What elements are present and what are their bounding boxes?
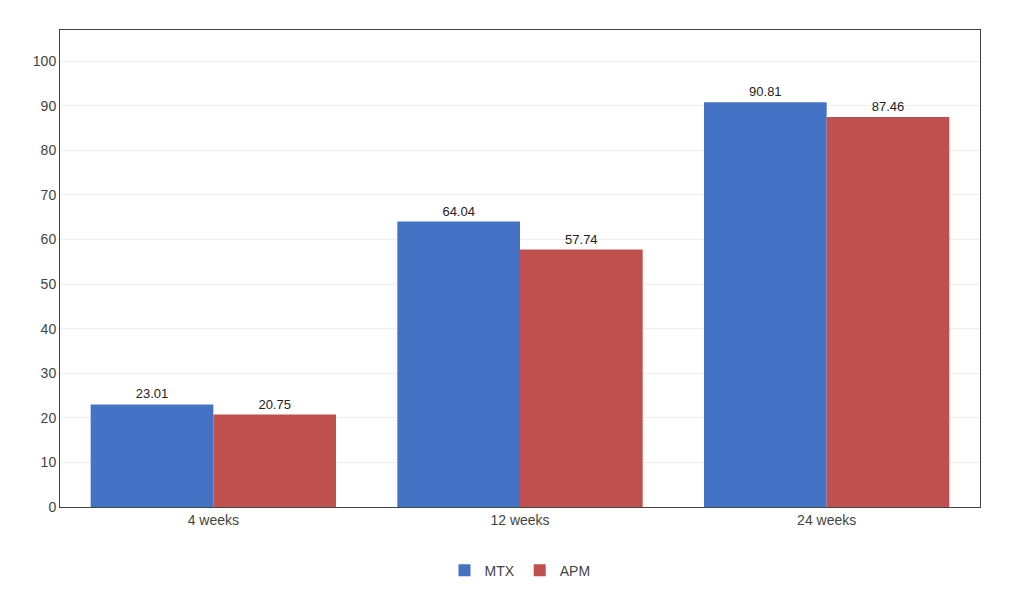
svg-text:70: 70 [41, 187, 57, 203]
svg-text:30: 30 [41, 365, 57, 381]
svg-text:10: 10 [41, 454, 57, 470]
svg-text:50: 50 [41, 276, 57, 292]
svg-text:MTX: MTX [485, 563, 515, 579]
svg-text:4 weeks: 4 weeks [188, 512, 239, 528]
svg-text:60: 60 [41, 231, 57, 247]
svg-text:64.04: 64.04 [442, 204, 475, 219]
svg-text:20.75: 20.75 [258, 397, 291, 412]
svg-text:57.74: 57.74 [565, 232, 598, 247]
svg-text:0: 0 [48, 499, 56, 515]
svg-text:40: 40 [41, 321, 57, 337]
svg-text:APM: APM [560, 563, 590, 579]
svg-text:20: 20 [41, 410, 57, 426]
svg-text:80: 80 [41, 142, 57, 158]
svg-text:90.81: 90.81 [749, 84, 782, 99]
svg-text:12 weeks: 12 weeks [490, 512, 549, 528]
svg-text:23.01: 23.01 [136, 386, 169, 401]
svg-text:90: 90 [41, 98, 57, 114]
svg-text:100: 100 [33, 53, 57, 69]
svg-text:24 weeks: 24 weeks [797, 512, 856, 528]
svg-text:87.46: 87.46 [872, 99, 905, 114]
